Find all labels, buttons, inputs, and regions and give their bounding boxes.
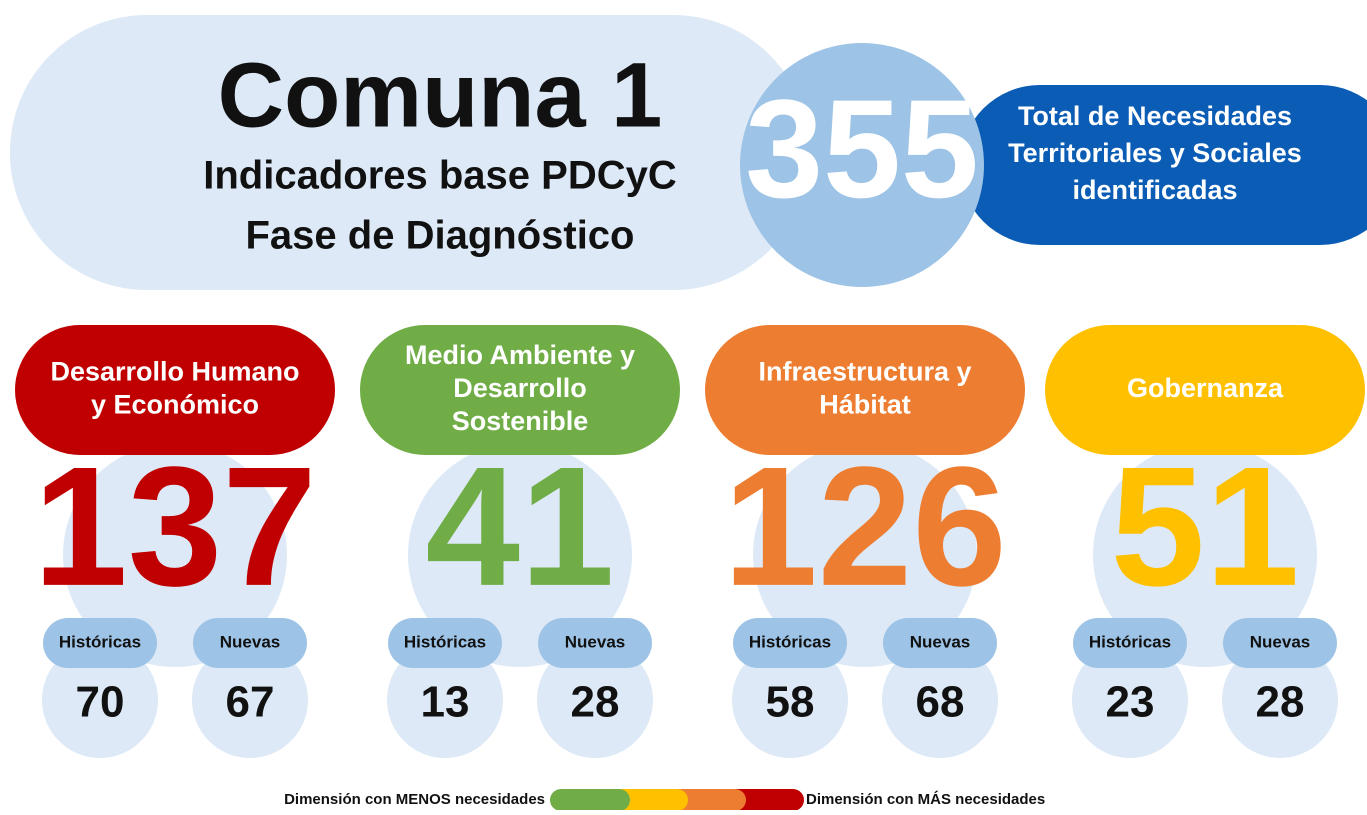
header-pill: [10, 15, 810, 290]
dimension-pill: [1045, 325, 1365, 455]
legend-swatch: [550, 789, 630, 811]
legend-more: Dimensión con MÁS necesidades: [806, 791, 1045, 808]
total-circle: [740, 43, 984, 287]
total-circle: [1093, 443, 1317, 667]
historicas-circle: [732, 642, 848, 758]
nuevas-pill: [883, 618, 997, 668]
nuevas-value: 28: [1256, 678, 1305, 727]
dimension-pill: [15, 325, 335, 455]
historicas-circle: [1072, 642, 1188, 758]
historicas-label: Históricas: [59, 632, 141, 651]
historicas-pill: [43, 618, 157, 668]
historicas-pill: [1073, 618, 1187, 668]
historicas-label: Históricas: [404, 632, 486, 651]
nuevas-label: Nuevas: [1250, 632, 1310, 651]
historicas-value: 13: [421, 678, 470, 727]
historicas-pill: [388, 618, 502, 668]
total-circle: [408, 443, 632, 667]
dimension-total: 137: [33, 432, 317, 622]
nuevas-circle: [1222, 642, 1338, 758]
dimension-name: Sostenible: [452, 406, 589, 436]
dimension-name: y Económico: [91, 390, 259, 420]
nuevas-circle: [882, 642, 998, 758]
dimension-total: 41: [425, 432, 614, 622]
nuevas-circle: [192, 642, 308, 758]
dimension-name: Medio Ambiente y: [405, 340, 635, 370]
historicas-label: Históricas: [749, 632, 831, 651]
historicas-value: 58: [766, 678, 815, 727]
total-pill: [960, 85, 1367, 245]
total-value: 355: [745, 70, 979, 227]
dimension-total: 126: [723, 432, 1007, 622]
dimension-pill: [360, 325, 680, 455]
subtitle: Indicadores base PDCyC: [203, 154, 677, 198]
historicas-pill: [733, 618, 847, 668]
dimension-pill: [705, 325, 1025, 455]
total-label: identificadas: [1072, 175, 1237, 205]
nuevas-label: Nuevas: [565, 632, 625, 651]
nuevas-value: 68: [916, 678, 965, 727]
dimension-name: Hábitat: [819, 390, 911, 420]
nuevas-label: Nuevas: [910, 632, 970, 651]
dimension-name: Desarrollo: [453, 373, 587, 403]
dimension-total: 51: [1110, 432, 1299, 622]
historicas-label: Históricas: [1089, 632, 1171, 651]
nuevas-circle: [537, 642, 653, 758]
nuevas-value: 67: [226, 678, 275, 727]
total-label: Total de Necesidades: [1018, 101, 1292, 131]
dimension-name: Desarrollo Humano: [50, 357, 299, 387]
legend-less: Dimensión con MENOS necesidades: [284, 791, 545, 808]
nuevas-label: Nuevas: [220, 632, 280, 651]
historicas-value: 23: [1106, 678, 1155, 727]
nuevas-pill: [193, 618, 307, 668]
dimension-name: Gobernanza: [1127, 373, 1284, 403]
historicas-value: 70: [76, 678, 125, 727]
historicas-circle: [42, 642, 158, 758]
total-label: Territoriales y Sociales: [1008, 138, 1302, 168]
nuevas-pill: [1223, 618, 1337, 668]
title: Comuna 1: [218, 44, 663, 146]
total-circle: [63, 443, 287, 667]
nuevas-value: 28: [571, 678, 620, 727]
dimension-name: Infraestructura y: [758, 357, 971, 387]
nuevas-pill: [538, 618, 652, 668]
total-circle: [753, 443, 977, 667]
subtitle: Fase de Diagnóstico: [246, 214, 635, 258]
historicas-circle: [387, 642, 503, 758]
